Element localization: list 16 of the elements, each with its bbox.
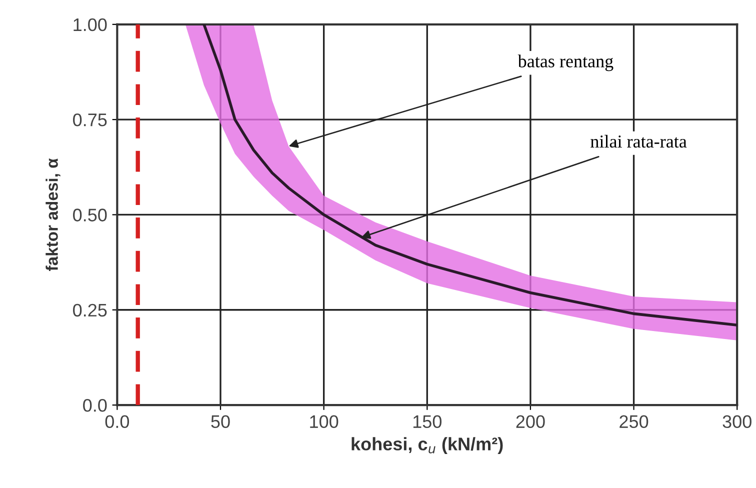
y-tick-label: 0.75 [73, 113, 107, 126]
x-tick-label: 150 [413, 415, 442, 428]
annotation: nilai rata-rata [590, 134, 687, 148]
y-tick-label: 0.0 [83, 398, 107, 412]
annotation: batas rentang [518, 54, 614, 72]
x-tick-label: 300 [722, 415, 752, 428]
x-axis-title: kohesi, c$_{u}$ (kN/m²) [352, 437, 503, 454]
y-axis-title: faktor adesi, α [46, 158, 60, 271]
y-tick-label: 0.25 [73, 304, 107, 317]
y-tick-label: 1.00 [74, 18, 107, 32]
y-tick-label: 0.50 [73, 208, 107, 222]
x-tick-label: 50 [211, 415, 230, 428]
x-tick-label: 200 [516, 415, 545, 428]
x-tick-label: 100 [310, 415, 338, 428]
x-tick-label: 0.0 [105, 415, 130, 428]
x-tick-label: 250 [620, 415, 648, 428]
